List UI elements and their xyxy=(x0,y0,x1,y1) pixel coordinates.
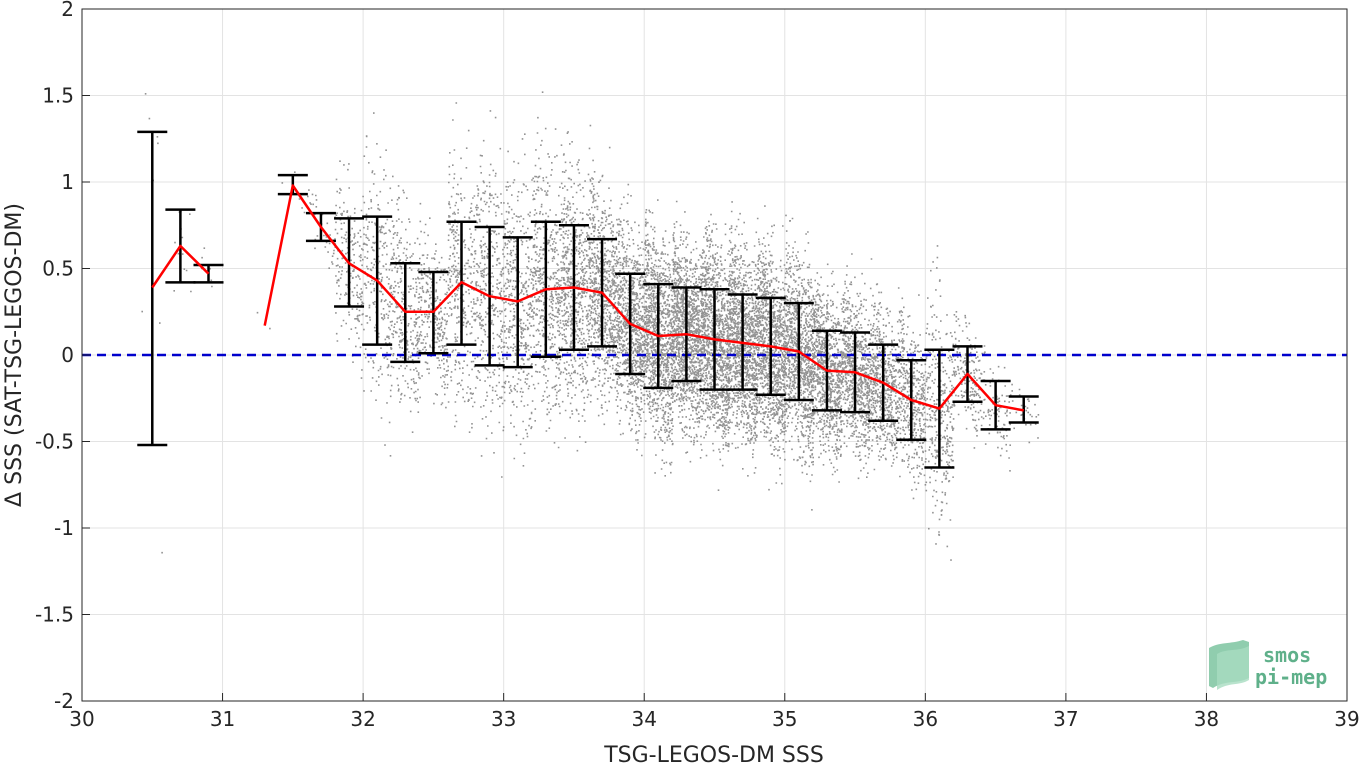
y-tick-label: -1.5 xyxy=(35,603,74,627)
y-tick-label: 0.5 xyxy=(42,257,74,281)
y-tick-label: -0.5 xyxy=(35,430,74,454)
x-tick-label: 33 xyxy=(491,707,516,731)
logo-line1: smos xyxy=(1263,643,1311,667)
y-axis-label: Δ SSS (SAT-TSG-LEGOS-DM) xyxy=(2,203,27,507)
x-tick-label: 34 xyxy=(631,707,656,731)
error-bar xyxy=(137,130,168,447)
y-tick-label: -2 xyxy=(54,689,74,713)
smos-pimep-logo: smos pi-mep xyxy=(1209,640,1327,690)
y-tick-label: 1 xyxy=(61,170,74,194)
y-axis: 2 1.5 1 0.5 0 -0.5 -1 -1.5 -2 xyxy=(35,0,90,713)
x-tick-label: 36 xyxy=(913,707,938,731)
y-tick-label: 1.5 xyxy=(42,84,74,108)
x-tick-label: 31 xyxy=(210,707,235,731)
mean-line-segment xyxy=(151,244,210,289)
x-axis-label: TSG-LEGOS-DM SSS xyxy=(603,743,824,765)
x-axis: 30 31 32 33 34 35 36 37 38 39 xyxy=(69,693,1360,731)
x-tick-label: 39 xyxy=(1334,707,1359,731)
mean-line xyxy=(151,184,1024,412)
x-tick-label: 30 xyxy=(69,707,94,731)
x-tick-label: 35 xyxy=(772,707,797,731)
x-tick-label: 37 xyxy=(1053,707,1078,731)
x-tick-label: 38 xyxy=(1194,707,1219,731)
y-tick-label: -1 xyxy=(54,516,74,540)
y-tick-label: 2 xyxy=(61,0,74,21)
logo-line2: pi-mep xyxy=(1255,665,1327,689)
logo-wave-shape-2 xyxy=(1217,646,1249,690)
mean-line-segment xyxy=(263,184,1024,412)
y-tick-label: 0 xyxy=(61,343,74,367)
x-tick-label: 32 xyxy=(350,707,375,731)
